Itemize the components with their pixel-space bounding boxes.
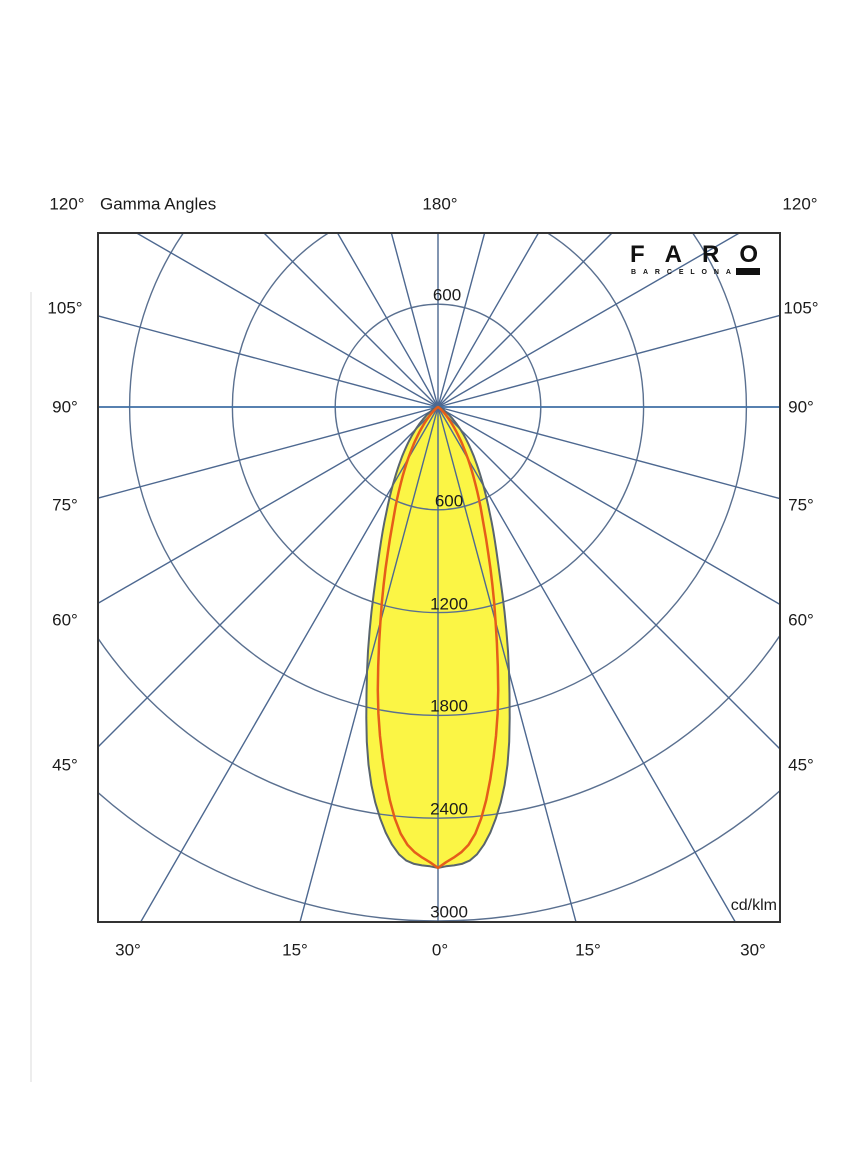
gamma-angle-label-left: 60° <box>52 610 78 630</box>
intensity-ring-label: 2400 <box>430 799 468 819</box>
logo-letter: F <box>630 241 645 268</box>
logo-letter: A <box>664 241 682 268</box>
logo-subtitle-letter: O <box>701 269 707 276</box>
polar-grid-ray <box>390 233 439 408</box>
chart-title: Gamma Angles <box>100 194 217 214</box>
gamma-angle-label-bottom: 30° <box>115 940 141 960</box>
gamma-angle-label-bottom: 15° <box>282 940 308 960</box>
intensity-ring-label: 600 <box>432 285 462 305</box>
polar-grid-ray <box>437 233 741 408</box>
logo-subtitle-letter: A <box>725 269 731 276</box>
polar-grid-ray <box>437 406 780 606</box>
gamma-angle-label-bottom: 15° <box>575 940 601 960</box>
logo-subtitle-letter: C <box>666 269 672 276</box>
gamma-angle-label-right: 60° <box>788 610 814 630</box>
polar-grid-ray <box>135 233 439 408</box>
gamma-angle-label-right: 45° <box>788 755 814 775</box>
intensity-ring-label: 600 <box>434 491 464 511</box>
scan-artifact-line <box>30 292 32 1082</box>
gamma-angle-label-top-left: 120° <box>49 194 85 214</box>
polar-grid-ray <box>437 314 780 408</box>
logo-subtitle-letter: E <box>678 269 684 276</box>
intensity-ring-label: 1200 <box>430 594 468 614</box>
logo-underline-bar <box>736 268 760 275</box>
gamma-angle-label-top-center: 180° <box>422 194 458 214</box>
polar-grid-ray <box>437 406 737 922</box>
polar-grid-ray <box>437 406 577 922</box>
logo-letter: R <box>701 241 720 268</box>
logo-subtitle-letter: B <box>631 269 637 276</box>
gamma-angle-label-bottom: 0° <box>431 940 449 960</box>
polar-grid-ray <box>98 406 439 748</box>
logo-wordmark: F A R O <box>630 243 758 267</box>
gamma-angle-label-left: 90° <box>52 397 78 417</box>
polar-grid-ray <box>139 406 439 922</box>
gamma-angle-label-right: 105° <box>783 298 819 318</box>
intensity-ring-label: 3000 <box>430 902 468 922</box>
polar-grid-ray <box>437 233 486 408</box>
polar-grid-ray <box>437 233 613 408</box>
logo-subtitle-letter: A <box>642 269 649 276</box>
logo-letter: O <box>739 241 758 268</box>
units-label: cd/klm <box>730 897 777 914</box>
gamma-angle-label-top-right: 120° <box>782 194 818 214</box>
gamma-angle-label-left: 45° <box>52 755 78 775</box>
gamma-angle-label-right: 75° <box>788 495 814 515</box>
gamma-angle-label-bottom: 30° <box>740 940 766 960</box>
polar-grid-ray <box>437 406 780 750</box>
gamma-angle-label-left: 75° <box>52 495 78 515</box>
polar-grid-ray <box>299 406 439 922</box>
intensity-ring-label: 1800 <box>430 696 468 716</box>
polar-grid-ray <box>437 233 540 408</box>
gamma-angle-label-left: 105° <box>47 298 83 318</box>
plot-border <box>97 232 781 923</box>
logo-subtitle-letter: N <box>713 269 719 276</box>
beam-curve-red <box>376 405 500 870</box>
polar-grid-ray <box>98 406 439 605</box>
gamma-angle-label-right: 90° <box>788 397 814 417</box>
logo-subtitle-letter: R <box>654 269 660 276</box>
polar-grid-ray <box>98 406 439 499</box>
polar-grid-ray <box>263 233 439 408</box>
logo-subtitle-letter: L <box>690 269 695 276</box>
polar-grid-ray <box>336 233 439 408</box>
polar-grid-ray <box>98 315 439 408</box>
polar-grid-ray <box>437 406 780 500</box>
